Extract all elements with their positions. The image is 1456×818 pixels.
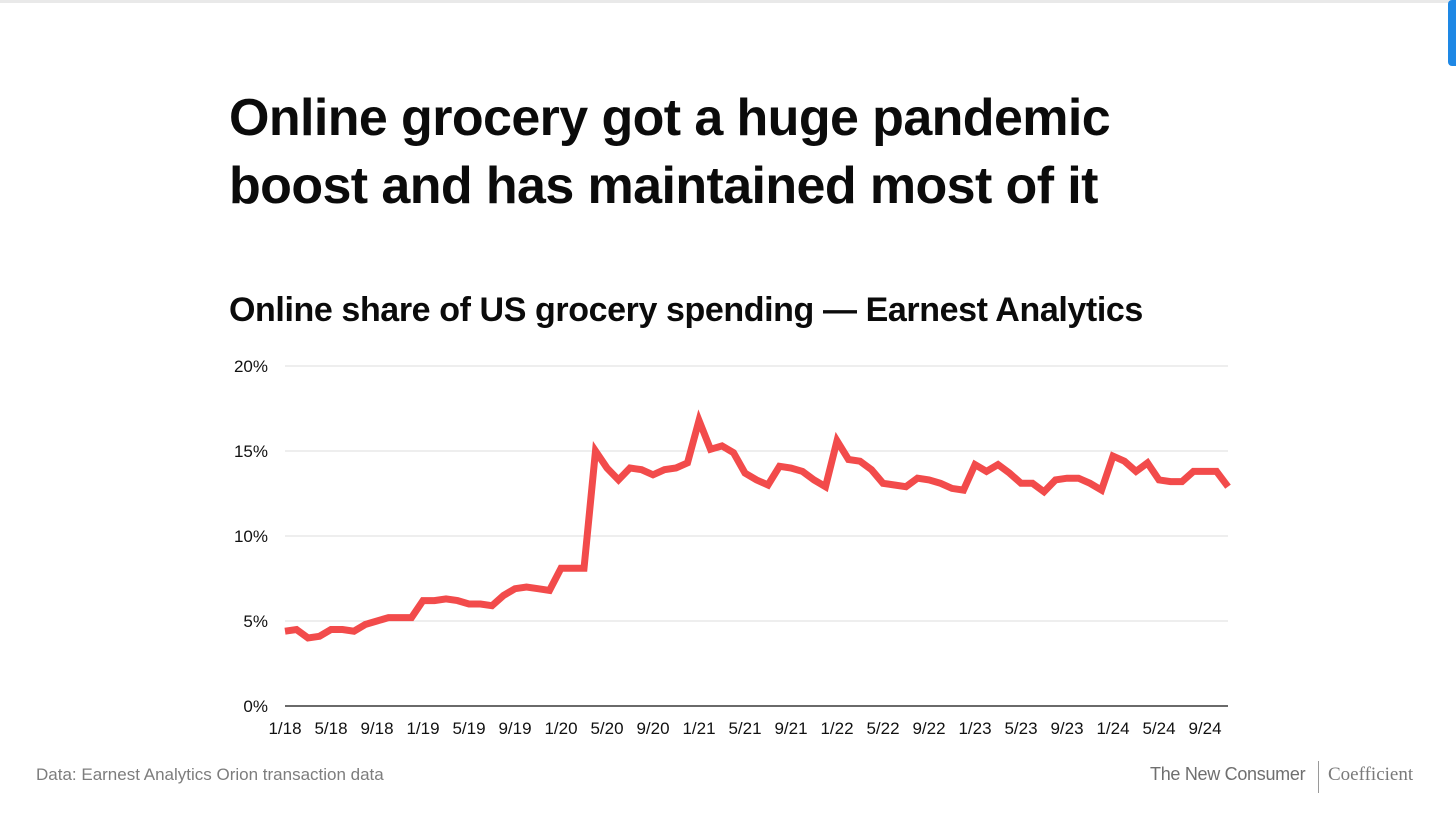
x-tick-label: 9/22	[912, 719, 945, 738]
data-source-note: Data: Earnest Analytics Orion transactio…	[36, 765, 384, 784]
x-tick-label: 5/20	[590, 719, 623, 738]
x-tick-label: 1/22	[820, 719, 853, 738]
series-line	[284, 409, 1231, 642]
x-tick-label: 9/21	[774, 719, 807, 738]
x-tick-label: 1/20	[544, 719, 577, 738]
y-tick-label: 20%	[234, 357, 268, 376]
line-chart: 0% 5% 10% 15% 20% 1/18 5/18 9/18 1/19 5/19 9/19 1/2…	[234, 357, 1231, 738]
x-tick-label: 5/18	[314, 719, 347, 738]
x-tick-label: 1/19	[406, 719, 439, 738]
chart-title: Online share of US grocery spending — Ea…	[229, 291, 1143, 329]
brand-logo-coefficient: Coefficient	[1328, 764, 1414, 785]
x-tick-label: 5/21	[728, 719, 761, 738]
x-tick-label: 5/24	[1142, 719, 1175, 738]
corner-tab	[1448, 0, 1456, 66]
headline: Online grocery got a huge pandemic boost…	[229, 89, 1111, 215]
x-tick-label: 5/23	[1004, 719, 1037, 738]
y-tick-label: 10%	[234, 527, 268, 546]
x-tick-label: 9/24	[1188, 719, 1221, 738]
x-tick-label: 5/22	[866, 719, 899, 738]
x-tick-label: 1/23	[958, 719, 991, 738]
x-tick-label: 9/23	[1050, 719, 1083, 738]
x-tick-label: 9/19	[498, 719, 531, 738]
y-tick-label: 15%	[234, 442, 268, 461]
y-tick-label: 5%	[243, 612, 268, 631]
x-tick-label: 1/18	[268, 719, 301, 738]
footer-divider	[1318, 761, 1319, 793]
x-tick-label: 9/18	[360, 719, 393, 738]
x-tick-label: 9/20	[636, 719, 669, 738]
brand-logo-the-new-consumer: The New Consumer	[1150, 764, 1306, 784]
x-tick-label: 1/24	[1096, 719, 1129, 738]
x-tick-label: 1/21	[682, 719, 715, 738]
top-border	[0, 0, 1456, 3]
y-tick-label: 0%	[243, 697, 268, 716]
x-tick-label: 5/19	[452, 719, 485, 738]
